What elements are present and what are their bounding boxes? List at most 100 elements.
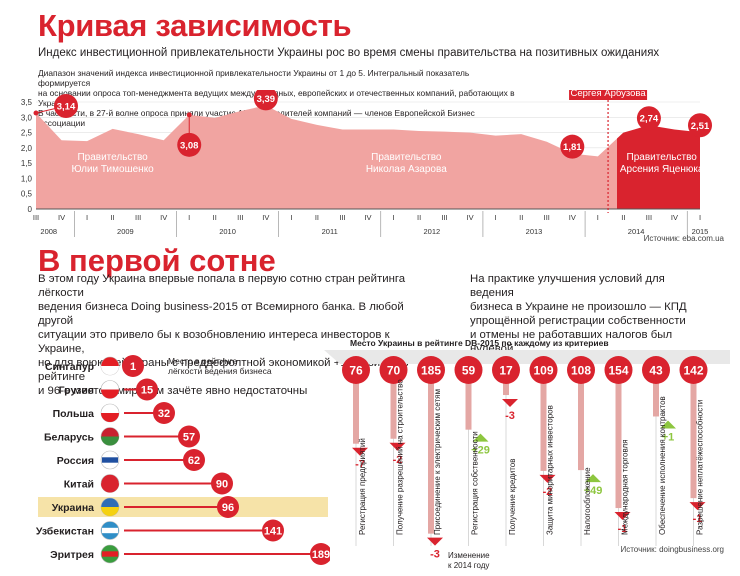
rank-bar — [124, 529, 265, 532]
flag-icon — [101, 436, 119, 446]
change-value: -2 — [393, 454, 403, 466]
callout-value: 1,81 — [563, 142, 582, 153]
country-label: Узбекистан — [36, 526, 94, 538]
year-label: 2015 — [692, 227, 709, 236]
callout-value: 2,74 — [640, 114, 659, 125]
criteria-badge — [454, 356, 483, 384]
flag-icon — [101, 507, 119, 516]
quarter-label: III — [135, 213, 141, 222]
criteria-value: 17 — [499, 364, 513, 378]
government-label: Правительство — [77, 152, 148, 163]
criteria-label: Разрешение неплатёжеспособности — [696, 400, 705, 535]
criteria-badge — [379, 356, 408, 384]
rank-badge — [262, 519, 284, 542]
rank-bar — [124, 506, 220, 508]
change-value: -3 — [430, 549, 440, 561]
criteria-bar — [503, 381, 509, 396]
y-tick-label: 3,5 — [21, 98, 33, 107]
legend-label: лёгкости ведения бизнеса — [168, 366, 272, 376]
change-legend-label: к 2014 году — [448, 561, 489, 570]
change-arrow-up-icon — [660, 420, 676, 429]
y-tick-label: 2,5 — [21, 129, 33, 138]
y-tick-label: 0,5 — [21, 190, 33, 199]
year-label: 2011 — [322, 227, 338, 236]
criteria-value: 43 — [649, 364, 663, 378]
criteria-label: Международная торговля — [621, 439, 630, 535]
criteria-bar — [690, 381, 697, 499]
section-title: В первой сотне — [38, 243, 276, 278]
criteria-label: Защита миноритарных инвесторов — [546, 405, 555, 535]
rank-badge — [183, 449, 205, 471]
rank-bar — [124, 412, 156, 414]
criteria-label: Обеспечение исполнения контрактов — [658, 396, 667, 535]
criteria-label: Получение кредитов — [508, 459, 517, 536]
rank-badge — [211, 472, 233, 495]
quarter-label: II — [621, 213, 625, 222]
country-label: Китай — [64, 479, 94, 491]
rank-badge — [122, 355, 144, 377]
criteria-value: 76 — [349, 364, 363, 378]
change-value: +29 — [471, 445, 490, 457]
change-arrow-down-icon — [352, 447, 368, 456]
rank-value: 57 — [183, 432, 195, 444]
rank-value: 32 — [158, 408, 170, 420]
change-value: -7 — [355, 459, 365, 471]
rank-value: 96 — [222, 502, 234, 514]
rank-badge — [153, 402, 175, 424]
rank-bar — [124, 435, 181, 438]
index-area — [36, 105, 624, 209]
rank-bar — [124, 482, 214, 485]
side-line: На практике улучшения условий для ведени… — [470, 273, 665, 299]
page-subtitle: Индекс инвестиционной привлекательности … — [38, 47, 660, 59]
flag-icon — [101, 413, 119, 422]
criteria-badge — [679, 356, 708, 384]
arbuzov-box — [569, 90, 648, 100]
year-label: 2013 — [526, 227, 543, 236]
quarter-label: I — [290, 213, 292, 222]
index-area-highlight — [617, 125, 700, 209]
rank-value: 141 — [264, 526, 282, 538]
y-tick-label: 3,0 — [21, 113, 33, 122]
rank-value: 1 — [130, 361, 136, 373]
flag-icon — [101, 457, 119, 463]
change-value: -1 — [618, 523, 628, 535]
callout-badge — [560, 134, 585, 159]
government-label: Правительство — [371, 152, 442, 163]
rank-badge — [178, 425, 200, 448]
page-title: Кривая зависимость — [38, 8, 352, 43]
rank-badge — [217, 496, 239, 518]
country-label: Польша — [53, 408, 95, 420]
criteria-bar — [615, 381, 622, 509]
criteria-value: 59 — [462, 364, 476, 378]
callout-value: 3,08 — [180, 140, 199, 151]
change-legend-label: Изменение — [448, 551, 490, 560]
change-arrow-up-icon — [472, 433, 489, 442]
country-label: Россия — [57, 455, 94, 467]
flag-icon — [101, 551, 119, 557]
country-label: Сингапур — [45, 361, 94, 373]
note-line: Диапазон значений индекса инвестиционной… — [38, 68, 470, 88]
side-line: упрощённой регистрации собственности — [470, 315, 686, 327]
criteria-source: Источник: doingbusiness.org — [620, 545, 724, 554]
rank-bar — [124, 553, 313, 555]
government-label: Юлии Тимошенко — [71, 164, 154, 175]
country-label: Грузия — [59, 385, 94, 397]
quarter-label: IV — [569, 213, 576, 222]
y-tick-label: 0 — [28, 205, 33, 214]
quarter-label: IV — [467, 213, 474, 222]
change-arrow-down-icon — [614, 512, 631, 521]
callout-value: 3,14 — [57, 102, 76, 113]
year-label: 2010 — [219, 227, 236, 236]
criteria-value: 109 — [533, 364, 553, 378]
rank-bar — [124, 388, 139, 391]
quarter-label: III — [646, 213, 652, 222]
criteria-title: Место Украины в рейтинге DB-2015 по кажд… — [350, 338, 609, 348]
criteria-bar — [465, 381, 472, 430]
change-arrow-up-icon — [585, 474, 601, 483]
arbuzov-label: Сергея Арбузова — [571, 90, 647, 99]
quarter-label: III — [237, 213, 243, 222]
flag-icon — [101, 527, 119, 534]
year-label: 2014 — [628, 227, 645, 236]
criteria-badge — [529, 356, 558, 384]
change-arrow-down-icon — [502, 399, 518, 408]
